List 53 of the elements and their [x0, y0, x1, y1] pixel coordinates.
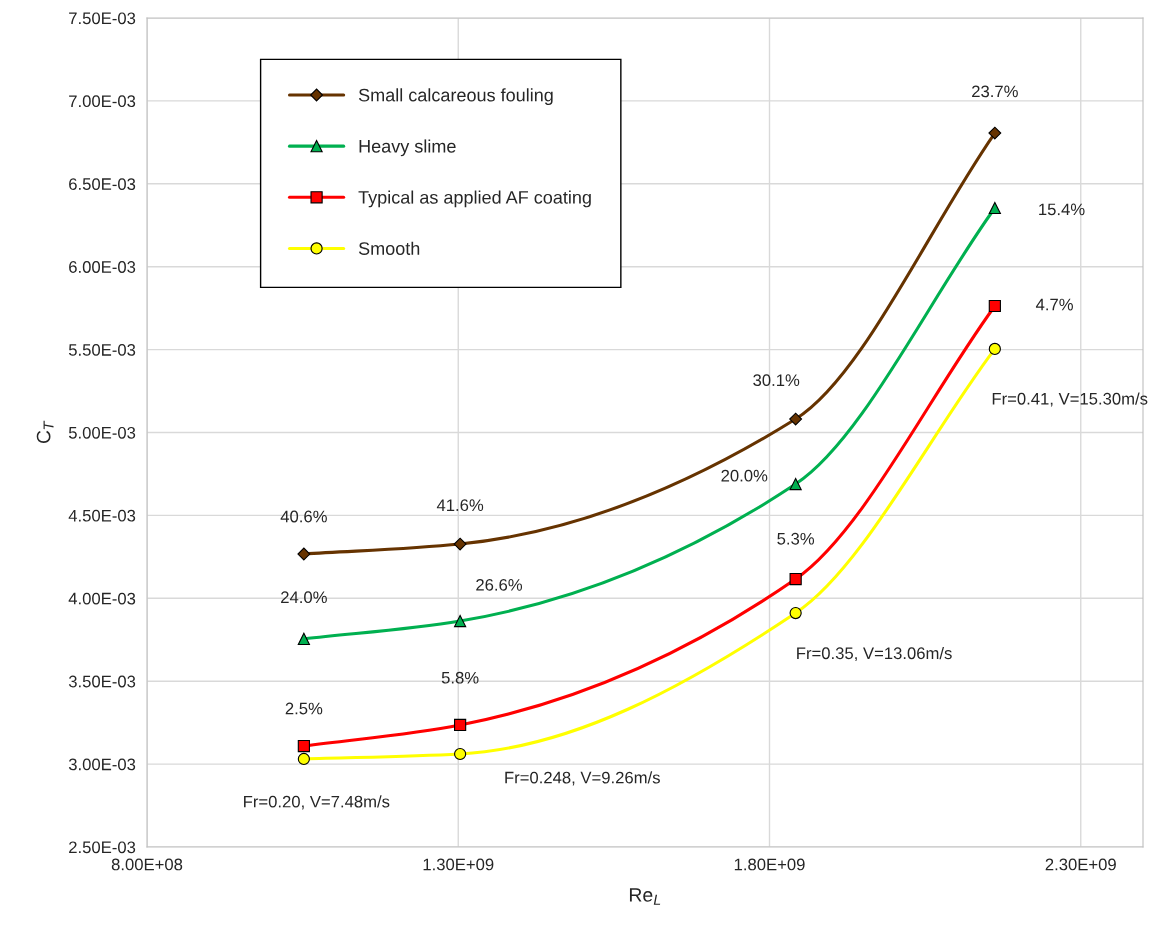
annotation: Fr=0.20, V=7.48m/s — [244, 795, 390, 810]
annotation: 20.0% — [721, 469, 768, 482]
legend-label: Small calcareous fouling — [358, 88, 553, 106]
annotation: 23.7% — [972, 85, 1018, 98]
x-tick-label: 8.00E+08 — [111, 858, 183, 871]
y-tick-label: 5.00E-03 — [68, 426, 136, 439]
annotation: 2.5% — [285, 702, 323, 715]
point — [789, 606, 802, 620]
x-tick-label: 1.80E+09 — [734, 858, 805, 871]
legend-label: Heavy slime — [359, 139, 456, 157]
x-tick-label: 2.30E+09 — [1045, 858, 1116, 871]
x-tick-label: 1.30E+09 — [423, 858, 494, 871]
annotation: 24.0% — [281, 591, 327, 604]
point — [988, 342, 1001, 356]
point — [988, 299, 1001, 313]
point — [297, 739, 310, 753]
point — [297, 752, 310, 766]
y-tick-label: 3.00E-03 — [68, 758, 136, 771]
annotation: 26.6% — [476, 578, 523, 591]
point — [454, 614, 467, 628]
point — [454, 718, 467, 732]
point — [297, 547, 311, 561]
point — [988, 201, 1001, 215]
point — [988, 126, 1002, 140]
y-tick-label: 4.50E-03 — [68, 509, 136, 522]
annotation: Fr=0.41, V=15.30m/s — [992, 392, 1148, 407]
annotation: 15.4% — [1039, 203, 1085, 216]
annotation: Fr=0.35, V=13.06m/s — [797, 646, 952, 662]
point — [453, 537, 467, 551]
y-axis-title: C$_{T}$ — [36, 420, 54, 444]
x-axis-title: Re$_{L}$ — [629, 888, 661, 905]
annotation: 41.6% — [436, 499, 484, 512]
y-tick-label: 7.50E-03 — [69, 12, 136, 25]
y-tick-label: 5.50E-03 — [68, 344, 136, 356]
annotation: 5.3% — [777, 532, 815, 545]
annotation: Fr=0.248, V=9.26m/s — [505, 771, 660, 786]
annotation: 5.8% — [441, 671, 479, 684]
y-tick-label: 7.00E-03 — [69, 95, 136, 108]
y-tick-label: 4.00E-03 — [68, 592, 136, 605]
y-tick-label: 6.50E-03 — [69, 178, 136, 190]
point — [789, 412, 803, 426]
point — [789, 477, 802, 491]
annotation: 4.7% — [1035, 298, 1073, 311]
legend-label: Smooth — [358, 241, 420, 255]
y-tick-label: 2.50E-03 — [69, 841, 136, 854]
point — [454, 747, 467, 761]
legend-label: Typical as applied AF coating — [358, 190, 591, 208]
y-tick-label: 6.00E-03 — [69, 261, 136, 273]
point — [789, 572, 802, 586]
y-tick-label: 3.50E-03 — [68, 675, 136, 688]
point — [297, 632, 310, 646]
annotation: 40.6% — [280, 510, 327, 523]
annotation: 30.1% — [753, 374, 800, 387]
